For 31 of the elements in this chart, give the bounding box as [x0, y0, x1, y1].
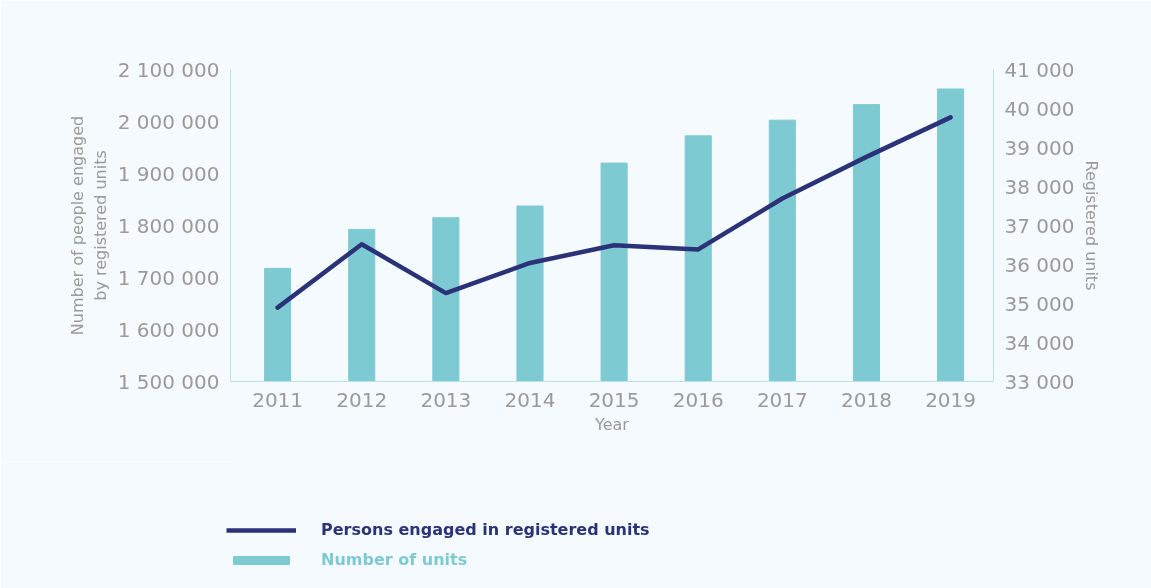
x-tick-label: 2018 [841, 387, 892, 412]
legend-label: Number of units [321, 550, 468, 569]
x-tick-label: 2017 [756, 387, 808, 412]
x-tick-label: 2015 [588, 387, 640, 412]
line-series [275, 115, 953, 310]
y-tick-label: 2 100 000 [117, 57, 220, 82]
y2-tick-label: 38 000 [1004, 174, 1075, 199]
x-tick-label: 2012 [336, 387, 388, 412]
y2-tick-label: 34 000 [1004, 330, 1075, 355]
y-tick-label: 1 700 000 [117, 265, 220, 290]
y2-axis-title: Registered units [1082, 160, 1102, 291]
y-tick-label: 1 500 000 [117, 369, 220, 394]
y2-tick-label: 39 000 [1004, 135, 1075, 160]
y2-tick-label: 40 000 [1004, 96, 1075, 121]
x-tick-label: 2019 [925, 387, 977, 412]
y-tick-label: 1 800 000 [117, 213, 220, 238]
y2-tick-label: 41 000 [1004, 57, 1075, 82]
y-axis-title: Number of people engaged by registered units [67, 115, 110, 336]
x-tick-label: 2016 [672, 387, 724, 412]
y-tick-label: 1 900 000 [117, 161, 220, 186]
legend-label: Persons engaged in registered units [321, 520, 650, 539]
y2-tick-label: 35 000 [1004, 291, 1075, 316]
x-tick-label: 2013 [420, 387, 472, 412]
y2-tick-label: 37 000 [1004, 213, 1075, 238]
y2-tick-label: 36 000 [1004, 252, 1075, 277]
x-tick-label: 2011 [252, 387, 304, 412]
y2-tick-label: 33 000 [1004, 369, 1075, 394]
x-axis-title: Year [594, 414, 630, 434]
y-tick-label: 2 000 000 [117, 109, 220, 134]
x-tick-label: 2014 [504, 387, 556, 412]
y-tick-label: 1 600 000 [117, 317, 220, 342]
